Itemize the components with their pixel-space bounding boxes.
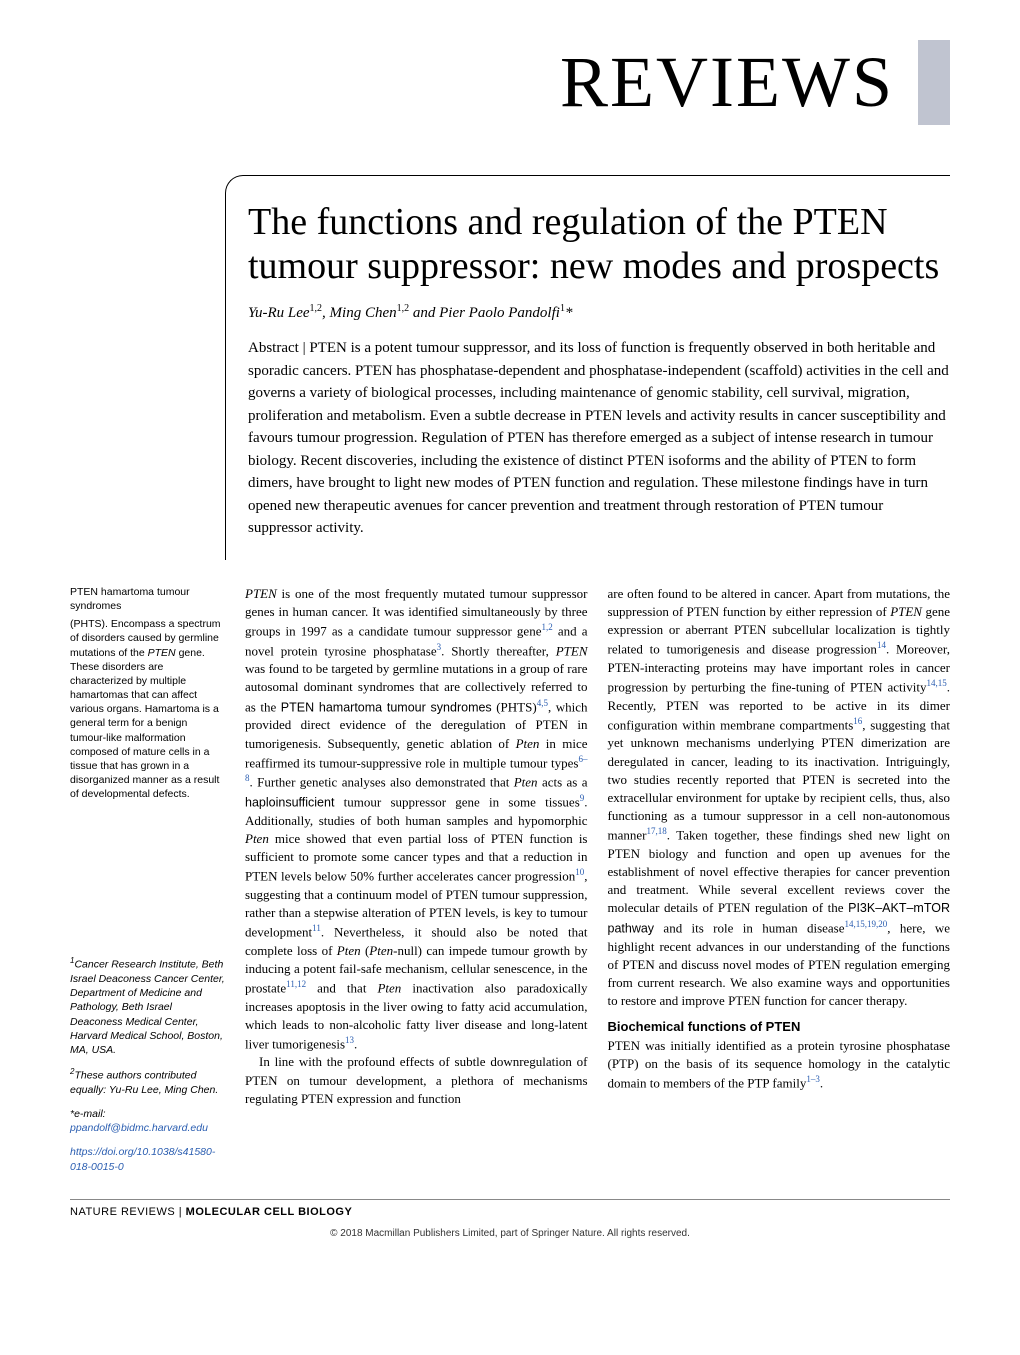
affil-1-text: Cancer Research Institute, Beth Israel D…	[70, 959, 225, 1056]
ref-link-1-2[interactable]: 1,2	[541, 622, 552, 632]
c1-t-12: mice showed that even partial loss of PT…	[245, 831, 588, 884]
affiliation-2: 2These authors contributed equally: Yu-R…	[70, 1067, 225, 1097]
reviews-bar-icon	[918, 40, 950, 125]
affiliations-block: 1Cancer Research Institute, Beth Israel …	[70, 956, 225, 1173]
ref-link-11[interactable]: 11	[312, 923, 321, 933]
c1-t-15: (	[361, 943, 370, 958]
c2-t-5: , suggesting that yet unknown mechanisms…	[608, 717, 951, 842]
abstract-block: Abstract | PTEN is a potent tumour suppr…	[248, 337, 950, 540]
c1-t-10: tumour suppressor gene in some tissues	[334, 794, 579, 809]
c1-t-9: acts as a	[538, 775, 588, 790]
body-column-2: are often found to be altered in cancer.…	[608, 585, 951, 1174]
author-1: Yu-Ru Lee	[248, 305, 310, 321]
correspondence-email: *e-mail: ppandolf@bidmc.harvard.edu	[70, 1107, 225, 1135]
main-layout: PTEN hamartoma tumour syndromes (PHTS). …	[70, 585, 950, 1174]
footer-left-b: MOLECULAR CELL BIOLOGY	[186, 1206, 353, 1218]
copyright-line: © 2018 Macmillan Publishers Limited, par…	[70, 1228, 950, 1239]
gloss-inline-haplo: haploinsufficient	[245, 795, 334, 809]
col1-para-2: In line with the profound effects of sub…	[245, 1053, 588, 1108]
c1-em-7: Pten	[369, 943, 393, 958]
footer-left-a: NATURE REVIEWS |	[70, 1206, 186, 1218]
glossary-def-em: PTEN	[148, 647, 176, 659]
c2-em-1: PTEN	[890, 604, 922, 619]
section-heading-biochem: Biochemical functions of PTEN	[608, 1018, 951, 1036]
footer-journal: NATURE REVIEWS | MOLECULAR CELL BIOLOGY	[70, 1206, 352, 1218]
glossary-def-phts: (PHTS). Encompass a spectrum of disorder…	[70, 617, 225, 801]
ref-link-11-12[interactable]: 11,12	[286, 979, 306, 989]
ref-link-14-15-19-20[interactable]: 14,15,19,20	[845, 919, 888, 929]
c1-t-1: is one of the most frequently mutated tu…	[245, 586, 588, 639]
author-star: *	[565, 305, 573, 321]
c1-t-18: inactivation also paradoxically increase…	[245, 980, 588, 1051]
col2-para-2: PTEN was initially identified as a prote…	[608, 1037, 951, 1093]
reviews-label: REVIEWS	[560, 41, 894, 124]
ref-link-1-3[interactable]: 1–3	[806, 1074, 820, 1084]
author-sep-2: and Pier Paolo Pandolfi	[409, 305, 560, 321]
ref-link-14-15[interactable]: 14,15	[927, 678, 947, 688]
c1-em-2: PTEN	[556, 643, 588, 658]
affiliation-1: 1Cancer Research Institute, Beth Israel …	[70, 956, 225, 1057]
c1-em-1: PTEN	[245, 586, 277, 601]
author-2-sup: 1,2	[397, 303, 410, 314]
c1-em-3: Pten	[516, 736, 540, 751]
c2-t-7: and its role in human disease	[654, 920, 844, 935]
gloss-inline-phts: PTEN hamartoma tumour syndromes	[281, 700, 492, 714]
col2-para-1: are often found to be altered in cancer.…	[608, 585, 951, 1011]
c1-t-3: . Shortly thereafter,	[441, 643, 556, 658]
c1-t-8: . Further genetic analyses also demonstr…	[250, 775, 514, 790]
ref-link-16[interactable]: 16	[853, 716, 862, 726]
author-sep-1: , Ming Chen	[322, 305, 397, 321]
doi-block: https://doi.org/10.1038/s41580-018-0015-…	[70, 1145, 225, 1173]
ref-link-10[interactable]: 10	[575, 867, 584, 877]
body-columns: PTEN is one of the most frequently mutat…	[245, 585, 950, 1174]
email-link[interactable]: ppandolf@bidmc.harvard.edu	[70, 1122, 208, 1134]
abstract-label: Abstract |	[248, 340, 309, 356]
ref-link-17-18[interactable]: 17,18	[646, 826, 666, 836]
email-label: *e-mail:	[70, 1108, 106, 1120]
c1-em-8: Pten	[377, 980, 401, 995]
article-title: The functions and regulation of the PTEN…	[248, 201, 950, 288]
reviews-header: REVIEWS	[70, 40, 950, 125]
ref-link-14[interactable]: 14	[877, 640, 886, 650]
affil-2-text: These authors contributed equally: Yu-Ru…	[70, 1070, 218, 1096]
c1-em-6: Pten	[337, 943, 361, 958]
c1-em-5: Pten	[245, 831, 269, 846]
ref-link-13[interactable]: 13	[345, 1035, 354, 1045]
left-sidebar: PTEN hamartoma tumour syndromes (PHTS). …	[70, 585, 225, 1174]
c1-t-5: (PHTS)	[492, 699, 537, 714]
body-column-1: PTEN is one of the most frequently mutat…	[245, 585, 588, 1174]
authors-line: Yu-Ru Lee1,2, Ming Chen1,2 and Pier Paol…	[248, 303, 950, 322]
doi-link[interactable]: https://doi.org/10.1038/s41580-018-0015-…	[70, 1146, 215, 1172]
c1-t-17: and that	[306, 980, 377, 995]
glossary-def-b: gene. These disorders are characterized …	[70, 647, 219, 801]
c1-em-4: Pten	[514, 775, 538, 790]
c2-p2-t-2: .	[820, 1075, 823, 1090]
ref-link-4-5[interactable]: 4,5	[537, 698, 548, 708]
author-1-sup: 1,2	[310, 303, 323, 314]
c1-t-19: .	[354, 1036, 357, 1051]
page-footer: NATURE REVIEWS | MOLECULAR CELL BIOLOGY	[70, 1199, 950, 1218]
c2-p2-t-1: PTEN was initially identified as a prote…	[608, 1038, 951, 1091]
glossary-term-phts: PTEN hamartoma tumour syndromes	[70, 585, 225, 613]
article-header-box: The functions and regulation of the PTEN…	[225, 175, 950, 560]
abstract-text: PTEN is a potent tumour suppressor, and …	[248, 340, 949, 536]
col1-para-1: PTEN is one of the most frequently mutat…	[245, 585, 588, 1054]
